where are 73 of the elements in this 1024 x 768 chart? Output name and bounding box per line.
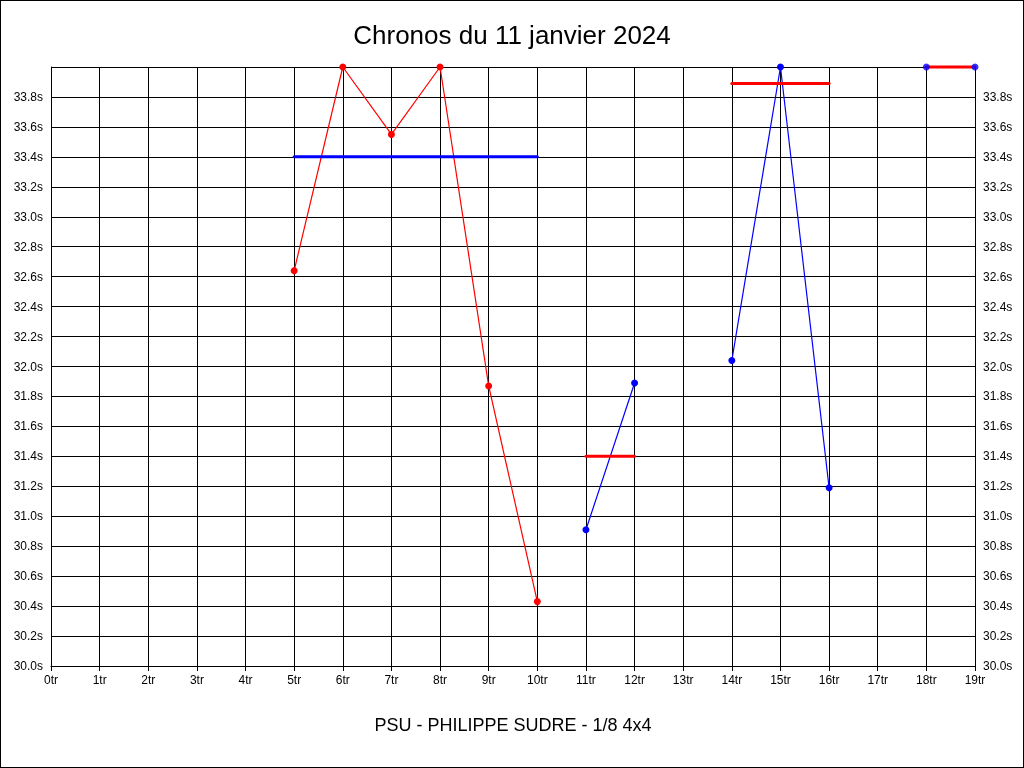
y-tick-label: 33.4s <box>13 149 43 164</box>
y-tick-label: 33.8s <box>13 89 43 104</box>
point <box>582 526 590 534</box>
y2-tick-label: 32.0s <box>983 359 1013 374</box>
y2-tick-label: 32.4s <box>983 299 1013 314</box>
x-tick-label: 15tr <box>770 673 791 687</box>
x-tick-label: 11tr <box>576 673 596 687</box>
x-tick-label: 8tr <box>433 673 448 687</box>
y-tick-label: 32.6s <box>13 269 43 284</box>
y-tick-label: 32.2s <box>13 329 43 344</box>
y-tick-label: 31.8s <box>13 389 43 404</box>
y-tick-label: 33.6s <box>13 119 43 134</box>
y-tick-label: 31.2s <box>13 479 43 494</box>
x-tick-label: 4tr <box>238 673 253 687</box>
x-tick-label: 10tr <box>526 673 548 687</box>
x-tick-label: 1tr <box>92 673 107 687</box>
x-tick-label: 3tr <box>189 673 204 687</box>
y-tick-label: 30.4s <box>13 599 43 614</box>
y2-tick-label: 32.8s <box>983 239 1013 254</box>
point <box>728 357 736 365</box>
y-tick-label: 30.0s <box>13 659 43 673</box>
y-tick-label: 31.6s <box>13 419 43 434</box>
x-tick-label: 9tr <box>481 673 496 687</box>
x-tick-label: 6tr <box>335 673 350 687</box>
y2-tick-label: 33.6s <box>983 119 1013 134</box>
y2-tick-label: 30.6s <box>983 569 1013 584</box>
y2-tick-label: 31.2s <box>983 479 1013 494</box>
point <box>485 382 493 390</box>
x-tick-label: 0tr <box>43 673 59 687</box>
y-tick-label: 30.8s <box>13 539 43 554</box>
x-tick-label: 2tr <box>141 673 156 687</box>
y2-tick-label: 33.0s <box>983 209 1013 224</box>
y-tick-label: 33.2s <box>13 179 43 194</box>
y2-tick-label: 31.4s <box>983 449 1013 464</box>
x-tick-label: 19tr <box>964 673 986 687</box>
point <box>387 130 395 138</box>
y2-tick-label: 31.8s <box>983 389 1013 404</box>
x-tick-label: 7tr <box>384 673 399 687</box>
y-tick-label: 33.0s <box>13 209 43 224</box>
y-tick-label: 30.2s <box>13 629 43 644</box>
y-tick-label: 32.0s <box>13 359 43 374</box>
point <box>825 484 833 492</box>
x-tick-label: 14tr <box>721 673 743 687</box>
y2-tick-label: 33.8s <box>983 89 1013 104</box>
x-axis-title: PSU - PHILIPPE SUDRE - 1/8 4x4 <box>374 715 652 735</box>
point <box>339 63 347 71</box>
y2-tick-label: 32.2s <box>983 329 1013 344</box>
y2-tick-label: 30.2s <box>983 629 1013 644</box>
y-tick-label: 30.6s <box>13 569 43 584</box>
y2-tick-label: 33.4s <box>983 149 1013 164</box>
y2-tick-label: 30.4s <box>983 599 1013 614</box>
chart-title: Chronos du 11 janvier 2024 <box>353 20 671 50</box>
y-tick-label: 31.4s <box>13 449 43 464</box>
y2-tick-label: 32.6s <box>983 269 1013 284</box>
x-tick-label: 17tr <box>867 673 889 687</box>
y2-tick-label: 30.8s <box>983 539 1013 554</box>
y-tick-label: 32.8s <box>13 239 43 254</box>
y2-tick-label: 33.2s <box>983 179 1013 194</box>
point <box>922 63 930 71</box>
y-tick-label: 32.4s <box>13 299 43 314</box>
x-tick-label: 12tr <box>624 673 645 687</box>
x-tick-label: 13tr <box>672 673 694 687</box>
y2-tick-label: 30.0s <box>983 659 1013 673</box>
y-tick-label: 31.0s <box>13 509 43 524</box>
y2-tick-label: 31.6s <box>983 419 1013 434</box>
point <box>533 598 541 606</box>
x-tick-label: 16tr <box>818 673 840 687</box>
x-tick-label: 18tr <box>916 673 937 687</box>
point <box>290 267 298 275</box>
point <box>776 63 784 71</box>
x-tick-label: 5tr <box>287 673 302 687</box>
point <box>631 379 639 387</box>
y2-tick-label: 31.0s <box>983 509 1013 524</box>
